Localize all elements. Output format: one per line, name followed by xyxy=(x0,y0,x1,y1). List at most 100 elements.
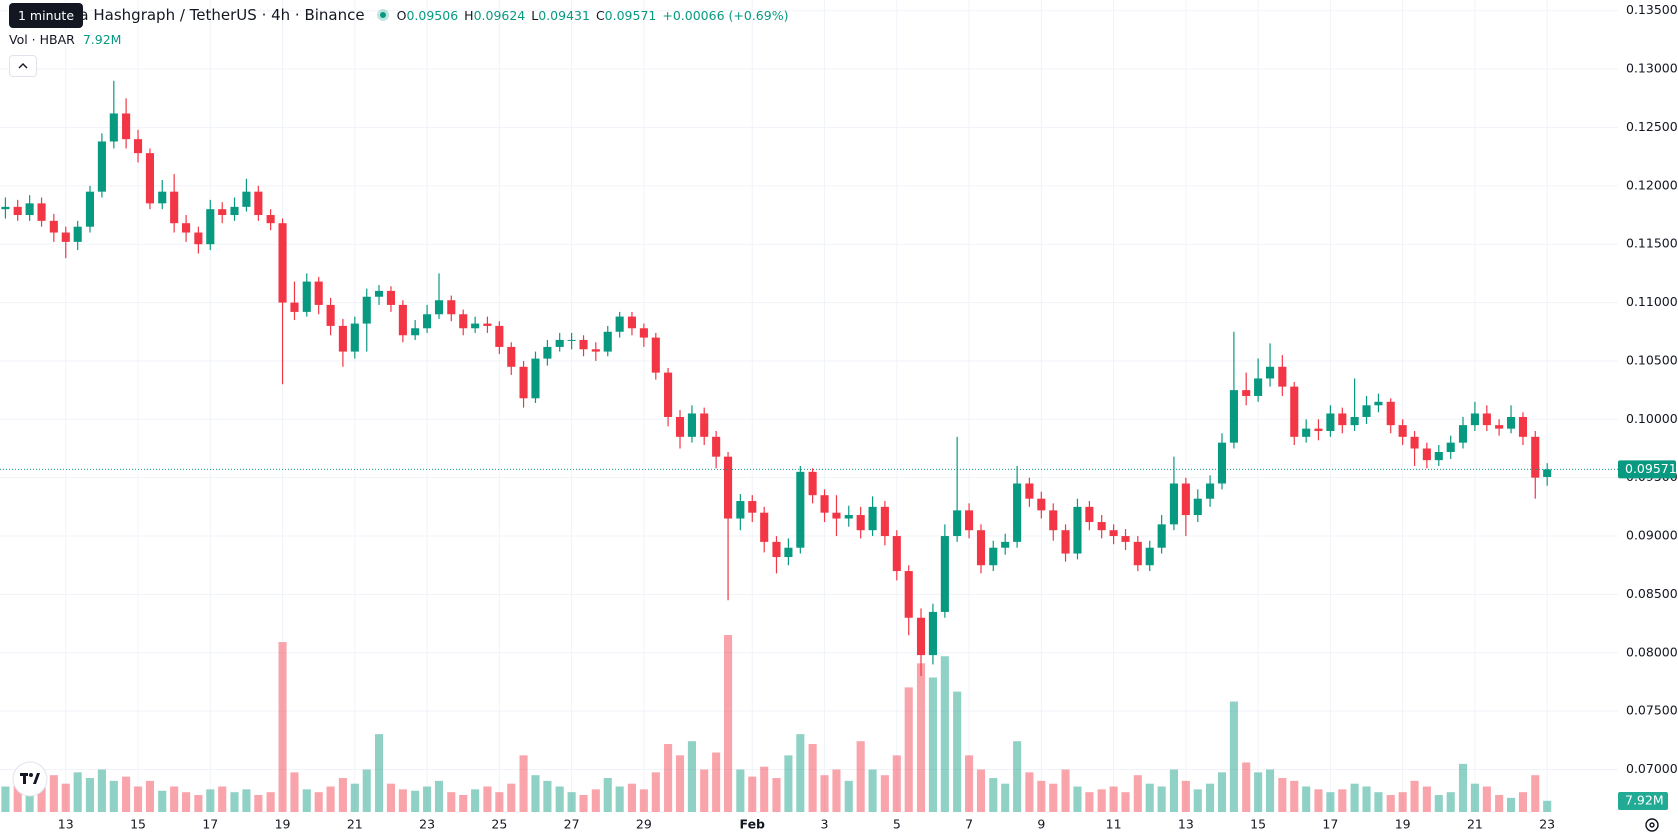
volume-bar xyxy=(266,792,275,812)
x-tick-label: 21 xyxy=(1467,817,1483,832)
volume-bar xyxy=(736,769,745,812)
candle-body xyxy=(1422,448,1431,461)
candle-body xyxy=(1506,416,1516,429)
volume-bar xyxy=(1518,792,1528,812)
candle-body xyxy=(627,316,637,329)
volume-bar xyxy=(700,769,709,812)
candles xyxy=(1,80,1552,677)
candle-body xyxy=(760,512,769,542)
volume-bar xyxy=(832,769,841,812)
candle-body xyxy=(1025,483,1034,499)
candle-body xyxy=(206,209,215,245)
volume-bar xyxy=(1121,792,1130,812)
ohlc-key: O xyxy=(396,7,407,23)
volume-bar xyxy=(1290,780,1299,812)
candle-body xyxy=(664,372,673,417)
volume-bar xyxy=(675,755,685,812)
volume-bar xyxy=(1482,786,1491,812)
candle-body xyxy=(953,510,962,537)
volume-bar xyxy=(1446,792,1455,812)
x-tick-label: 5 xyxy=(893,817,901,832)
volume-bar xyxy=(820,775,829,812)
candle-body xyxy=(109,113,118,142)
candle-body xyxy=(61,232,70,242)
candle-body xyxy=(1458,425,1468,443)
volume-bar xyxy=(1073,786,1082,812)
ohlc-value: 0.09571 xyxy=(604,7,657,23)
candle-body xyxy=(374,290,384,297)
candle-body xyxy=(495,325,504,347)
y-tick-label: 0.13000 xyxy=(1626,61,1678,76)
ohlc-key: H xyxy=(464,7,474,23)
legend-header: Hedera Hashgraph / TetherUS · 4h · Binan… xyxy=(34,6,788,24)
candle-body xyxy=(892,536,901,572)
volume-bar xyxy=(748,776,757,812)
volume-bar xyxy=(784,755,793,812)
volume-bar xyxy=(495,792,504,812)
chevron-path xyxy=(18,63,28,69)
candle-body xyxy=(1061,530,1070,554)
candle-body xyxy=(675,416,685,437)
volume-bar xyxy=(278,642,287,812)
tooltip: 1 minute xyxy=(9,3,84,28)
volume-bar xyxy=(290,772,299,812)
volume-bar xyxy=(1362,786,1371,812)
ohlc-item: O0.09506 xyxy=(397,8,459,23)
candle-body xyxy=(543,346,552,359)
symbol-title[interactable]: Hedera Hashgraph / TetherUS · 4h · Binan… xyxy=(34,6,365,24)
candle-body xyxy=(1410,436,1419,449)
candle-body xyxy=(1,206,10,210)
candle-body xyxy=(1085,506,1094,523)
volume-bar xyxy=(1025,772,1034,812)
volume-bar xyxy=(965,755,974,812)
volume-bar xyxy=(182,792,191,812)
volume-bar xyxy=(940,656,949,812)
volume-bar xyxy=(1314,789,1323,812)
candle-body xyxy=(1217,442,1227,484)
logo[interactable] xyxy=(12,761,48,797)
candle-body xyxy=(1302,428,1311,437)
candle-body xyxy=(302,281,311,312)
x-tick-label: 9 xyxy=(1037,817,1045,832)
volume-bar xyxy=(1338,789,1347,812)
y-tick-label: 0.10000 xyxy=(1626,411,1678,426)
x-tick-label: 15 xyxy=(1250,817,1266,832)
candle-body xyxy=(1482,413,1491,426)
y-tick-label: 0.09000 xyxy=(1626,528,1678,543)
candle-body xyxy=(1278,366,1287,387)
volume-legend: Vol · HBAR 7.92M xyxy=(9,32,121,47)
grid xyxy=(0,0,1618,812)
candle-body xyxy=(1073,506,1082,554)
candle-body xyxy=(411,328,420,336)
volume-bar xyxy=(1458,763,1468,812)
volume-bar xyxy=(37,783,46,812)
volume-bar xyxy=(1,786,10,812)
candle-body xyxy=(122,113,131,140)
volume-bar xyxy=(85,778,95,812)
candle-body xyxy=(687,413,696,437)
candle-body xyxy=(820,495,829,513)
candle-body xyxy=(940,536,949,612)
status-dot xyxy=(376,9,389,21)
collapse-button[interactable] xyxy=(9,55,37,77)
volume-bar xyxy=(1531,775,1540,812)
candle-body xyxy=(1495,425,1504,429)
candle-body xyxy=(85,191,95,227)
gear-hub xyxy=(1649,822,1655,828)
volume-bar xyxy=(194,795,203,812)
candle-body xyxy=(1109,530,1118,537)
logo-part xyxy=(23,773,26,784)
candle-body xyxy=(868,506,877,531)
candle-body xyxy=(1157,524,1166,548)
volume-bar xyxy=(338,778,347,812)
volume-bar xyxy=(579,795,588,812)
volume-bar xyxy=(434,780,444,812)
volume-bar xyxy=(1374,792,1383,812)
volume-bar xyxy=(109,780,118,812)
settings-icon[interactable] xyxy=(1645,818,1659,832)
candle-body xyxy=(1290,386,1299,437)
volume-bar xyxy=(627,783,637,812)
volume-bar xyxy=(1097,789,1106,812)
last-price-box xyxy=(1618,460,1676,479)
